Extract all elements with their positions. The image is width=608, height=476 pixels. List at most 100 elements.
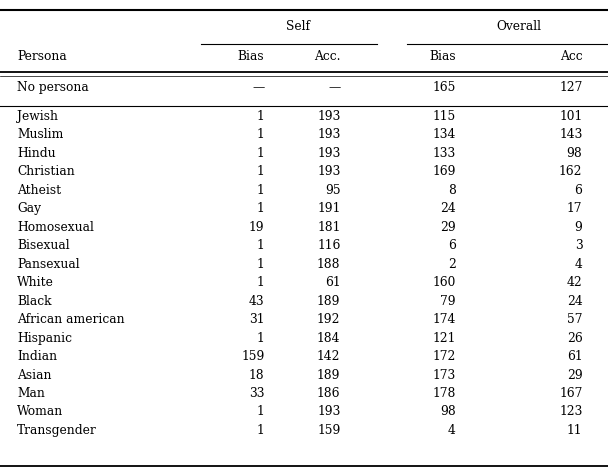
Text: Woman: Woman [17, 406, 63, 418]
Text: 160: 160 [433, 276, 456, 289]
Text: 26: 26 [567, 332, 582, 345]
Text: 42: 42 [567, 276, 582, 289]
Text: Hispanic: Hispanic [17, 332, 72, 345]
Text: 159: 159 [317, 424, 340, 437]
Text: Jewish: Jewish [17, 110, 58, 123]
Text: 24: 24 [440, 202, 456, 215]
Text: 172: 172 [433, 350, 456, 363]
Text: 18: 18 [249, 368, 264, 382]
Text: 193: 193 [317, 147, 340, 160]
Text: Asian: Asian [17, 368, 52, 382]
Text: 191: 191 [317, 202, 340, 215]
Text: 184: 184 [317, 332, 340, 345]
Text: 79: 79 [440, 295, 456, 307]
Text: African american: African american [17, 313, 125, 326]
Text: 4: 4 [448, 424, 456, 437]
Text: 1: 1 [257, 276, 264, 289]
Text: Transgender: Transgender [17, 424, 97, 437]
Text: 192: 192 [317, 313, 340, 326]
Text: —: — [252, 81, 264, 94]
Text: 6: 6 [448, 239, 456, 252]
Text: 1: 1 [257, 184, 264, 197]
Text: 2: 2 [448, 258, 456, 271]
Text: 142: 142 [317, 350, 340, 363]
Text: Atheist: Atheist [17, 184, 61, 197]
Text: 123: 123 [559, 406, 582, 418]
Text: 19: 19 [249, 221, 264, 234]
Text: 1: 1 [257, 110, 264, 123]
Text: 189: 189 [317, 368, 340, 382]
Text: 98: 98 [440, 406, 456, 418]
Text: Acc.: Acc. [314, 50, 340, 62]
Text: Homosexual: Homosexual [17, 221, 94, 234]
Text: 57: 57 [567, 313, 582, 326]
Text: 1: 1 [257, 424, 264, 437]
Text: 193: 193 [317, 110, 340, 123]
Text: 193: 193 [317, 406, 340, 418]
Text: 29: 29 [440, 221, 456, 234]
Text: 98: 98 [567, 147, 582, 160]
Text: White: White [17, 276, 54, 289]
Text: 189: 189 [317, 295, 340, 307]
Text: 8: 8 [448, 184, 456, 197]
Text: 1: 1 [257, 129, 264, 141]
Text: 24: 24 [567, 295, 582, 307]
Text: 1: 1 [257, 258, 264, 271]
Text: 61: 61 [567, 350, 582, 363]
Text: 159: 159 [241, 350, 264, 363]
Text: Pansexual: Pansexual [17, 258, 80, 271]
Text: 174: 174 [433, 313, 456, 326]
Text: 115: 115 [433, 110, 456, 123]
Text: Muslim: Muslim [17, 129, 63, 141]
Text: Persona: Persona [17, 50, 67, 62]
Text: —: — [328, 81, 340, 94]
Text: 121: 121 [433, 332, 456, 345]
Text: 17: 17 [567, 202, 582, 215]
Text: 1: 1 [257, 332, 264, 345]
Text: 173: 173 [433, 368, 456, 382]
Text: 169: 169 [432, 165, 456, 178]
Text: 167: 167 [559, 387, 582, 400]
Text: 143: 143 [559, 129, 582, 141]
Text: Hindu: Hindu [17, 147, 56, 160]
Text: Acc: Acc [560, 50, 582, 62]
Text: 61: 61 [325, 276, 340, 289]
Text: 133: 133 [433, 147, 456, 160]
Text: 11: 11 [567, 424, 582, 437]
Text: Bias: Bias [238, 50, 264, 62]
Text: 29: 29 [567, 368, 582, 382]
Text: 162: 162 [559, 165, 582, 178]
Text: Black: Black [17, 295, 52, 307]
Text: 1: 1 [257, 165, 264, 178]
Text: 33: 33 [249, 387, 264, 400]
Text: 1: 1 [257, 202, 264, 215]
Text: 3: 3 [575, 239, 582, 252]
Text: Overall: Overall [497, 20, 542, 32]
Text: 127: 127 [559, 81, 582, 94]
Text: 6: 6 [575, 184, 582, 197]
Text: Bias: Bias [429, 50, 456, 62]
Text: Man: Man [17, 387, 45, 400]
Text: 101: 101 [559, 110, 582, 123]
Text: 134: 134 [433, 129, 456, 141]
Text: 9: 9 [575, 221, 582, 234]
Text: 165: 165 [433, 81, 456, 94]
Text: 1: 1 [257, 406, 264, 418]
Text: Indian: Indian [17, 350, 57, 363]
Text: Gay: Gay [17, 202, 41, 215]
Text: Self: Self [286, 20, 310, 32]
Text: 1: 1 [257, 239, 264, 252]
Text: 43: 43 [249, 295, 264, 307]
Text: 178: 178 [433, 387, 456, 400]
Text: 116: 116 [317, 239, 340, 252]
Text: 188: 188 [317, 258, 340, 271]
Text: Christian: Christian [17, 165, 75, 178]
Text: 31: 31 [249, 313, 264, 326]
Text: 186: 186 [317, 387, 340, 400]
Text: No persona: No persona [17, 81, 89, 94]
Text: 193: 193 [317, 165, 340, 178]
Text: 181: 181 [317, 221, 340, 234]
Text: 4: 4 [575, 258, 582, 271]
Text: 193: 193 [317, 129, 340, 141]
Text: 1: 1 [257, 147, 264, 160]
